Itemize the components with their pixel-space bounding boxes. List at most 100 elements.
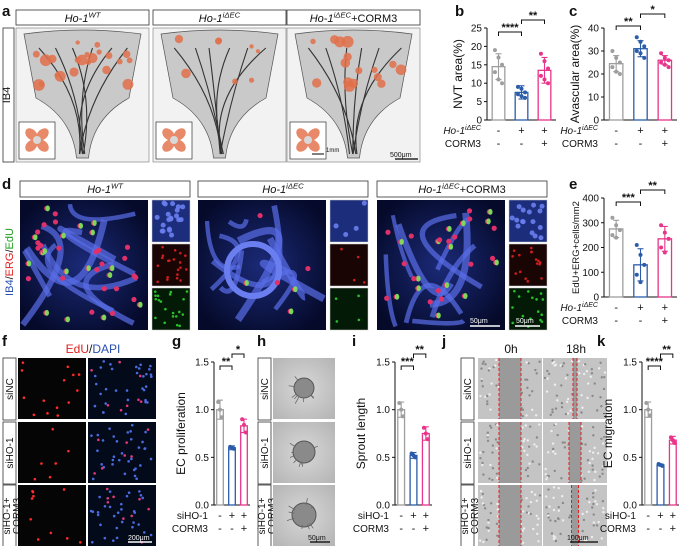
k-point-1-2 (660, 463, 665, 468)
edu-dot-2-7 (62, 488, 66, 491)
e-point-0-4 (614, 235, 619, 240)
panel-d-scale-label-inset: 50μm (516, 318, 534, 325)
panel-letter-f: f (2, 333, 8, 350)
cell-speck-2-1-29 (550, 532, 554, 535)
panel-f-header-edu: EdU (66, 342, 89, 356)
cell-speck-0-1-3 (560, 384, 563, 387)
dapi-dot-1-28 (141, 440, 144, 444)
edu-dot-0-7 (55, 406, 59, 410)
panel-f-row-label-2-line-0: siHO-1+ (2, 497, 13, 534)
dapi-dot-1-16 (100, 463, 104, 466)
edu-dot-2-3 (30, 497, 34, 500)
c-point-2-3 (659, 60, 664, 65)
dapi-dot-0-28 (90, 368, 93, 372)
cell-speck-0-1-9 (565, 400, 569, 403)
panel-a: a IB4 Ho-1WT Ho-1iΔEC Ho-1iΔEC+CORM31mm500… (1, 3, 421, 163)
cell-speck-2-0-23 (489, 511, 492, 515)
cell-speck-1-0-46 (526, 453, 529, 457)
inset-dot-2-2-8 (529, 317, 532, 321)
dapi-dot-2-12 (132, 521, 135, 524)
cell-speck-1-0-29 (494, 438, 498, 441)
dapi-image-2 (88, 485, 156, 546)
c-cond-row1-val-2: + (662, 125, 668, 137)
spheroid-2 (291, 502, 317, 528)
e-point-0-0 (610, 215, 615, 220)
cell-speck-1-1-42 (563, 446, 567, 449)
cell-speck-2-1-0 (552, 496, 555, 500)
cell-speck-0-0-31 (486, 400, 489, 403)
erg-nucleus-0-33 (101, 286, 107, 292)
cell-speck-1-1-9 (593, 478, 596, 482)
cell-speck-2-1-55 (552, 486, 556, 489)
panel-f-header-sep: / (89, 342, 93, 356)
dapi-dot-2-17 (143, 531, 146, 534)
panel-f-grid: siNC siHO-1 siHO-1+CORM3 200μm (2, 357, 156, 546)
cell-speck-0-0-22 (525, 414, 528, 417)
k-cond-row2-val-2: + (670, 523, 676, 535)
panel-h-row-label-0-line-0: siNC (260, 378, 271, 400)
cell-speck-0-1-36 (582, 372, 586, 376)
cell-speck-1-0-43 (526, 474, 530, 478)
cell-speck-0-1-28 (590, 372, 594, 375)
cell-speck-0-0-58 (480, 379, 483, 382)
cell-speck-0-1-52 (560, 405, 564, 409)
c-point-2-5 (666, 65, 671, 70)
cell-speck-1-0-38 (491, 444, 495, 447)
dapi-dot-0-15 (119, 408, 123, 412)
cell-speck-0-1-48 (564, 377, 568, 380)
panel-h-row-label-2: siHO-1+CORM3 (257, 497, 278, 534)
inset-dot-0-2-7 (171, 311, 175, 315)
cell-speck-0-0-39 (481, 385, 485, 388)
inset-dot-0-1-3 (179, 279, 182, 282)
dapi-dot-1-18 (129, 430, 132, 433)
edu-nucleus-0-21 (90, 229, 95, 236)
erg-nucleus-2-25 (385, 229, 391, 235)
b-cond-row1-val-2: + (541, 125, 547, 137)
inset-dot-0-1-1 (176, 273, 179, 276)
inset-dot-1-0-0 (343, 231, 349, 237)
i-point-2-2 (425, 437, 430, 442)
edu-nucleus-2-14 (488, 208, 493, 215)
edu-dot-0-9 (77, 373, 81, 376)
cell-speck-0-1-11 (600, 404, 603, 408)
cell-speck-0-1-26 (566, 373, 569, 377)
c-ytick-label-4: 40 (588, 24, 600, 35)
neovascular-tuft-0-5 (126, 57, 133, 64)
i-cond-row1-val-1: + (410, 510, 416, 522)
inset-dot-0-1-6 (175, 276, 179, 280)
cell-speck-2-1-56 (582, 518, 586, 522)
panel-j-row-box-1 (460, 421, 475, 485)
erg-nucleus-0-18 (94, 267, 100, 273)
e-point-2-4 (662, 250, 667, 255)
inset-dot-1-0-2 (361, 200, 367, 206)
b-ytick-label-5: 25 (471, 24, 483, 35)
panel-j: j 0h 18h siNC siHO-1 siHO-1+CORM3 100μm (441, 333, 607, 546)
cell-speck-0-0-8 (534, 368, 537, 372)
edu-nucleus-0-23 (26, 260, 32, 267)
inset-dot-0-0-10 (159, 228, 165, 234)
neovascular-tuft-0-16 (74, 56, 81, 64)
c-cond-row1-label-main: Ho-1 (560, 126, 582, 137)
g-point-0-2 (219, 415, 224, 420)
neovascular-tuft-0-3 (48, 54, 57, 64)
cell-speck-0-0-6 (527, 362, 530, 365)
edu-dot-0-6 (46, 412, 49, 415)
sprout-0-6 (291, 393, 297, 398)
edu-nucleus-2-28 (494, 259, 499, 266)
cell-speck-0-0-51 (528, 394, 531, 397)
b-point-1-4 (519, 94, 524, 99)
e-ytick-label-0: 0 (593, 293, 599, 304)
cell-speck-0-1-47 (580, 394, 583, 397)
g-bar-1 (228, 447, 236, 506)
cell-speck-2-1-44 (594, 489, 597, 492)
dapi-dot-2-10 (131, 525, 134, 529)
dapi-dot-2-28 (120, 520, 124, 524)
edu-dot-0-13 (62, 378, 66, 382)
cell-speck-1-0-50 (490, 426, 493, 429)
inset-dot-2-1-10 (518, 253, 521, 257)
c-bar-2 (657, 59, 673, 121)
inset-dot-2-2-5 (511, 306, 514, 309)
cell-speck-2-1-50 (591, 506, 594, 509)
cell-speck-1-0-27 (482, 473, 485, 476)
cell-speck-1-1-1 (584, 443, 587, 446)
